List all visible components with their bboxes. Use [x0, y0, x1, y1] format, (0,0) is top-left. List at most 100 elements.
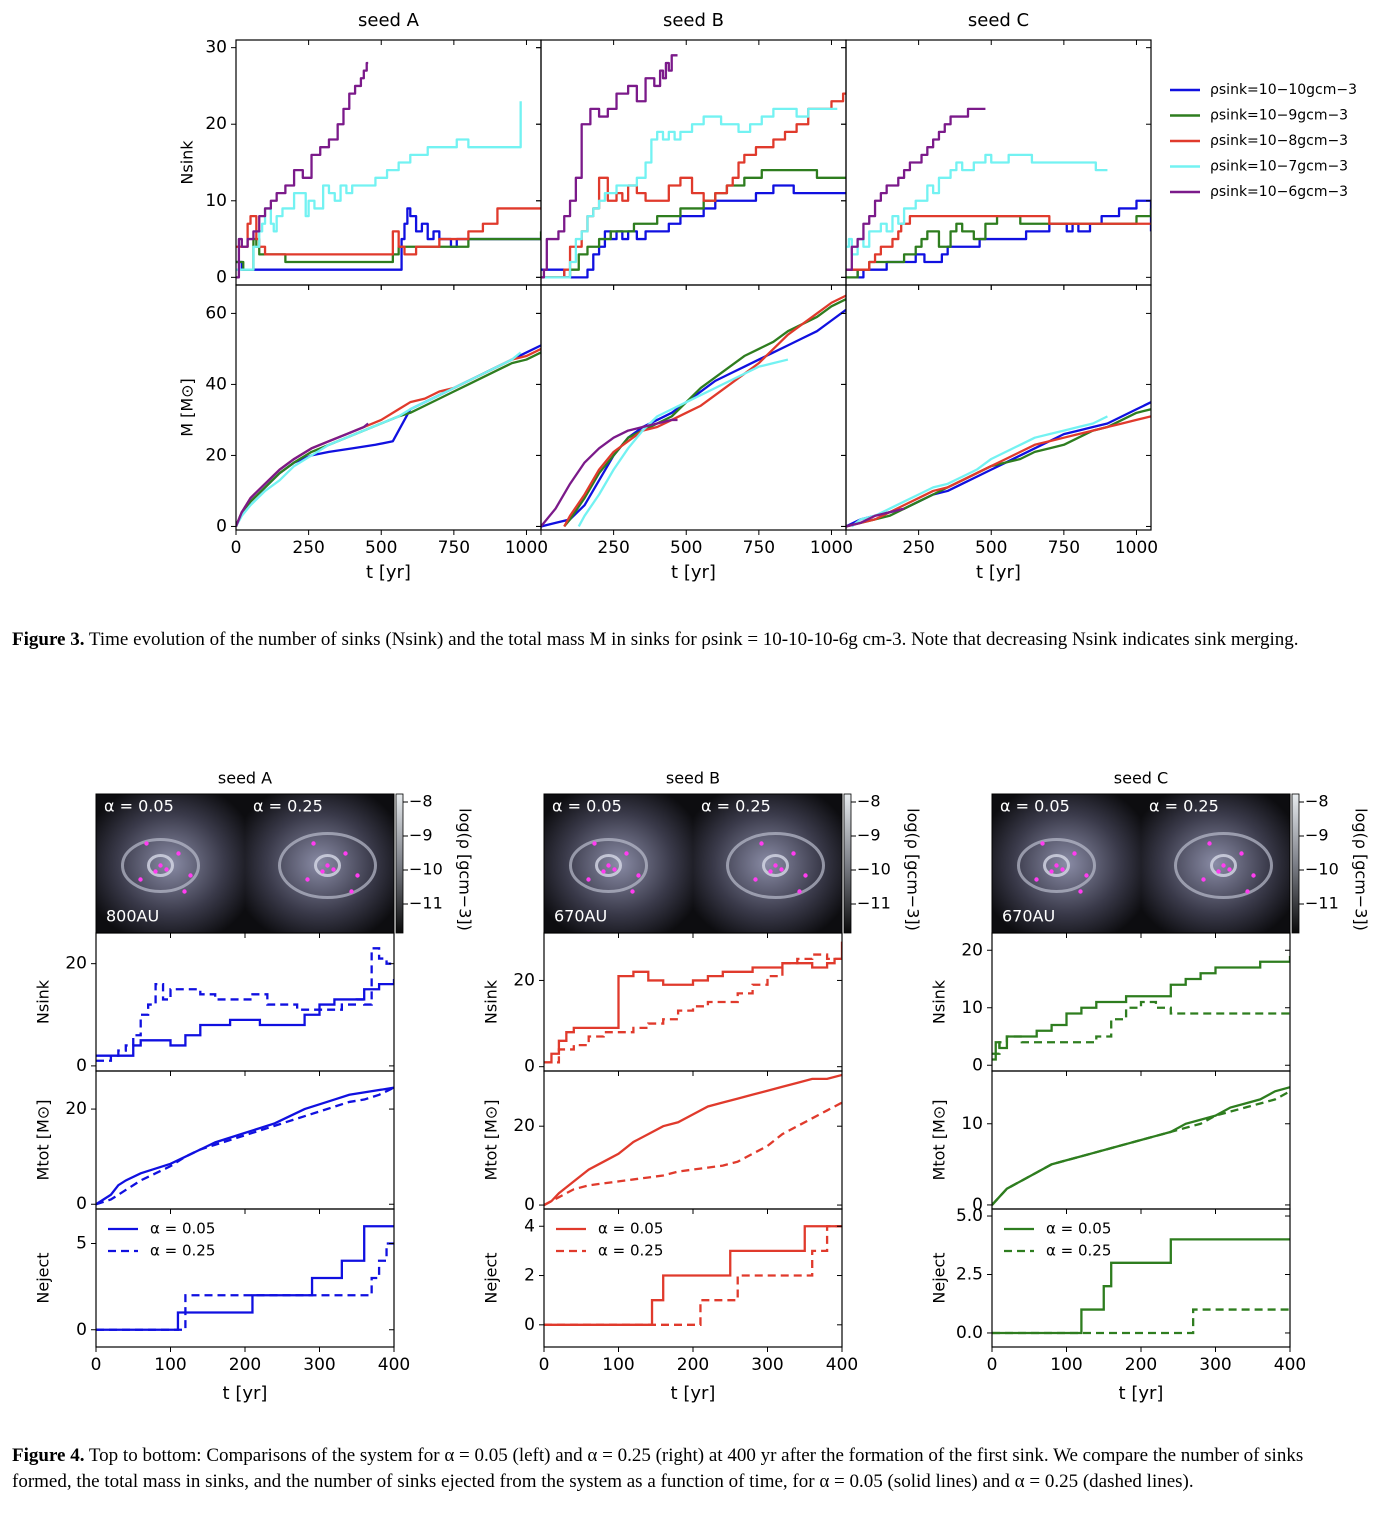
x-tick-label: 300 [751, 1355, 783, 1375]
y-tick-label: 20 [205, 445, 227, 465]
density-image [245, 794, 394, 933]
x-tick-label: 250 [902, 538, 934, 558]
sink-particle [601, 869, 606, 874]
sink-particle [753, 877, 758, 882]
y-tick-label: 0 [216, 516, 227, 536]
x-axis-label: t [yr] [671, 1383, 716, 1404]
sink-particle [768, 869, 773, 874]
fig3-panel-mass-1: 250 500 750 1000 t [yr] [536, 284, 853, 583]
y-axis-label: Nsink [178, 140, 197, 185]
sink-particle [1078, 889, 1083, 894]
x-tick-label: 250 [597, 538, 629, 558]
series-line-dashed [992, 1000, 1290, 1055]
series-line [236, 101, 522, 271]
y-tick-label: 2.5 [956, 1264, 983, 1284]
y-axis-label: Mtot [M⊙] [482, 1100, 501, 1181]
x-tick-label: 0 [91, 1355, 102, 1375]
sink-particle [176, 851, 181, 856]
y-tick-label: 10 [961, 1114, 983, 1134]
series-line [851, 415, 1108, 528]
gas-filament [1174, 832, 1273, 899]
series-line-solid [544, 1073, 842, 1207]
alpha-label: α = 0.25 [1149, 797, 1219, 816]
sink-particle [624, 851, 629, 856]
y-axis-label: M [M⊙] [178, 378, 197, 437]
x-tick-label: 100 [1050, 1355, 1082, 1375]
fig3-panel-nsink-2: seed C [841, 10, 1152, 290]
sink-particle [592, 841, 597, 846]
sink-particle [779, 867, 784, 872]
series-group [541, 54, 846, 279]
series-line [236, 351, 522, 527]
panel-title: seed C [968, 10, 1029, 31]
y-axis-label: Neject [34, 1252, 53, 1303]
figure-4-caption-label: Figure 4. [12, 1445, 85, 1466]
x-tick-label: 200 [229, 1355, 261, 1375]
sink-particle [311, 841, 316, 846]
x-tick-label: 300 [1199, 1355, 1231, 1375]
sink-particle [1034, 877, 1039, 882]
y-tick-label: 20 [65, 1099, 87, 1119]
panel-frame [95, 1070, 395, 1210]
x-tick-label: 400 [378, 1355, 410, 1375]
y-tick-label: 4 [524, 1216, 535, 1236]
y-tick-label: 20 [513, 1116, 535, 1136]
fig4-panel-nsink: 0 10 20 Nsink [930, 932, 1291, 1076]
series-group [544, 941, 842, 1064]
series-group [992, 1086, 1290, 1206]
y-tick-label: 0 [972, 1195, 983, 1215]
series-group [96, 1086, 394, 1206]
sink-particle [1239, 851, 1244, 856]
series-line-dashed [992, 1308, 1290, 1335]
y-axis-label: Nsink [34, 979, 53, 1024]
gas-filament [569, 838, 648, 893]
sink-particle [773, 863, 778, 868]
panel-frame [991, 1208, 1291, 1348]
colorbar-tick-label: −8 [1305, 792, 1329, 811]
series-line [541, 308, 846, 528]
x-tick-label: 250 [292, 538, 324, 558]
series-line-solid [544, 1225, 842, 1326]
fig4-panel-eject: 0 2 4 0 100 200 300 400 Neject α = 0.05 α = 0.25 t … [482, 1208, 858, 1404]
sink-particle [1216, 869, 1221, 874]
legend-label: α = 0.05 [150, 1220, 215, 1238]
panel-title: seed A [358, 10, 420, 31]
gas-core [1043, 854, 1070, 877]
panel-frame [543, 932, 843, 1072]
colorbar-label: log(ρ [gcm−3]) [904, 808, 923, 931]
series-line-dashed [96, 947, 394, 1062]
colorbar [395, 793, 404, 934]
series-line [846, 214, 1151, 271]
series-line-dashed [544, 1101, 842, 1207]
alpha-label: α = 0.05 [1000, 797, 1070, 816]
x-tick-label: 500 [975, 538, 1007, 558]
fig4-panel-mass: 0 20 Mtot [M⊙] [34, 1070, 395, 1214]
alpha-label: α = 0.25 [701, 797, 771, 816]
y-tick-label: 0 [524, 1195, 535, 1215]
sink-particle [1245, 889, 1250, 894]
y-tick-label: 20 [205, 114, 227, 134]
colorbar-tick-label: −8 [857, 792, 881, 811]
x-tick-label: 400 [826, 1355, 858, 1375]
panel-frame [543, 1070, 843, 1210]
series-line [541, 169, 846, 279]
x-axis-label: t [yr] [1119, 1383, 1164, 1404]
panel-title: seed C [1114, 769, 1168, 788]
colorbar [1291, 793, 1300, 934]
sink-particle [305, 877, 310, 882]
x-tick-label: 100 [602, 1355, 634, 1375]
sink-particle [1060, 867, 1065, 872]
x-tick-label: 0 [987, 1355, 998, 1375]
figure-4-chart: seed A α = 0.05 α = 0.25 800AU −8 −9 −10 −11 log… [34, 769, 1371, 1405]
gas-filament [726, 832, 825, 899]
colorbar-tick-label: −9 [1305, 826, 1329, 845]
sink-particle [791, 851, 796, 856]
y-tick-label: 20 [65, 954, 87, 974]
series-group [846, 107, 1151, 279]
y-tick-label: 10 [961, 998, 983, 1018]
series-group [992, 956, 1290, 1061]
gas-filament [121, 838, 200, 893]
sink-particle [1227, 867, 1232, 872]
series-line-solid [96, 1086, 394, 1206]
